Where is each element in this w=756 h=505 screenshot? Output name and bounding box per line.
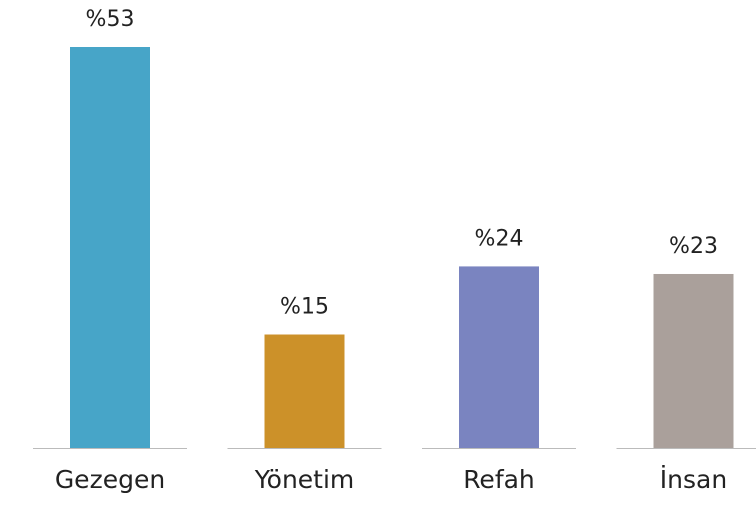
category-label: İnsan [660, 465, 727, 494]
bar [653, 273, 734, 448]
bar [70, 47, 150, 448]
value-label: %15 [280, 295, 329, 320]
category-label: Gezegen [55, 465, 165, 494]
value-label: %53 [86, 7, 135, 32]
value-label: %24 [475, 226, 524, 251]
value-label: %23 [669, 234, 718, 259]
bar [264, 334, 345, 448]
bar [459, 266, 539, 448]
category-label: Yönetim [254, 465, 355, 494]
category-label: Refah [463, 465, 535, 494]
